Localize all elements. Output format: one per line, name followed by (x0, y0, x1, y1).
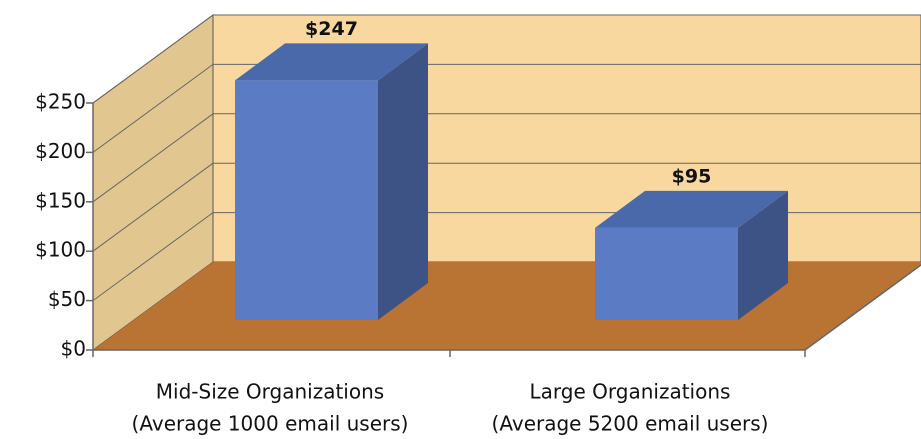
bar-side (378, 43, 428, 320)
x-tick-label: (Average 5200 email users) (492, 412, 769, 436)
bar (235, 43, 428, 320)
bar-front (595, 227, 738, 320)
bar (595, 190, 788, 320)
grid-line (92, 212, 214, 302)
floor (93, 262, 921, 350)
value-label: $95 (672, 165, 712, 187)
value-label: $247 (305, 18, 358, 40)
y-tick-label: $200 (35, 139, 86, 163)
y-tick-label: $0 (61, 337, 86, 361)
y-tick-label: $100 (35, 238, 86, 262)
bar-side (738, 190, 788, 320)
grid-line (92, 14, 214, 104)
y-tick-label: $250 (35, 90, 86, 114)
x-tick-label: Large Organizations (530, 380, 731, 404)
grid-line (92, 113, 214, 203)
floor-edge (804, 264, 921, 351)
grid-line (92, 63, 214, 153)
bar-front (235, 80, 378, 320)
bar-top (595, 190, 788, 228)
y-tick-label: $50 (48, 287, 86, 311)
grid-line (92, 162, 214, 252)
x-tick-label: Mid-Size Organizations (156, 380, 384, 404)
x-tick-label: (Average 1000 email users) (132, 412, 409, 436)
y-tick-label: $150 (35, 188, 86, 212)
bar-top (235, 43, 428, 81)
